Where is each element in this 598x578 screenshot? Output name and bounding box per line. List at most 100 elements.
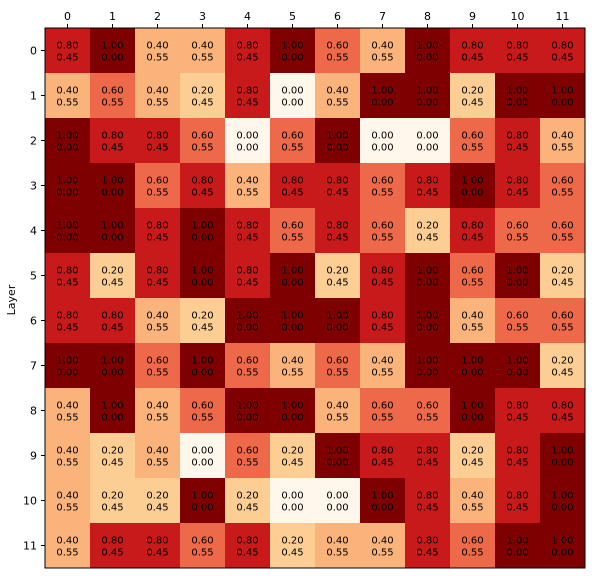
- heatmap-cell: [225, 523, 271, 569]
- cell-value-label: 1.00 0.00: [371, 86, 393, 109]
- cell-value-label: 0.60 0.55: [146, 176, 168, 199]
- cell-value-label: 1.00 0.00: [551, 536, 573, 559]
- x-axis-ticks: 0 1 2 3 4 5 6 7 8 9 10 11: [64, 10, 570, 28]
- heatmap-cell: [180, 298, 226, 344]
- cell-value-label: 0.20 0.45: [236, 491, 258, 514]
- cell-value-label: 0.60 0.55: [191, 131, 213, 154]
- y-tick-label: 2: [30, 135, 37, 148]
- cell-value-label: 0.80 0.45: [506, 131, 528, 154]
- heatmap-cell: [540, 388, 586, 434]
- cell-value-label: 0.80 0.45: [191, 176, 213, 199]
- cell-value-label: 0.40 0.55: [326, 401, 348, 424]
- heatmap-cell: [225, 253, 271, 299]
- cell-value-label: 0.20 0.45: [326, 266, 348, 289]
- cell-value-label: 0.80 0.45: [56, 311, 78, 334]
- heatmap-cell: [450, 523, 496, 569]
- heatmap-cell: [45, 388, 91, 434]
- heatmap-cell: [315, 433, 361, 479]
- heatmap-cell: [270, 298, 316, 344]
- heatmap-cell: [315, 28, 361, 74]
- heatmap-cell: [270, 433, 316, 479]
- heatmap-cell: [450, 343, 496, 389]
- cell-value-label: 0.80 0.45: [56, 41, 78, 64]
- cell-value-label: 0.60 0.55: [326, 356, 348, 379]
- heatmap-cell: [450, 208, 496, 254]
- cell-value-label: 1.00 0.00: [101, 176, 123, 199]
- y-axis-label: Layer: [5, 284, 18, 315]
- heatmap-cell: [405, 28, 451, 74]
- heatmap-cell: [180, 388, 226, 434]
- heatmap-cell: [270, 253, 316, 299]
- cell-value-label: 1.00 0.00: [371, 491, 393, 514]
- cell-value-label: 0.60 0.55: [506, 311, 528, 334]
- heatmap-cell: [180, 163, 226, 209]
- x-tick-label: 9: [469, 10, 476, 23]
- heatmap-cell: [540, 433, 586, 479]
- heatmap-cell: [540, 478, 586, 524]
- heatmap-cell: [90, 478, 136, 524]
- heatmap-cell: [450, 298, 496, 344]
- heatmap-cell: [45, 523, 91, 569]
- heatmap-cell: [450, 253, 496, 299]
- cell-value-label: 1.00 0.00: [326, 311, 348, 334]
- cell-value-label: 0.60 0.55: [416, 401, 438, 424]
- cell-value-label: 0.20 0.45: [146, 491, 168, 514]
- cell-value-label: 0.80 0.45: [101, 536, 123, 559]
- cell-value-label: 0.60 0.55: [371, 221, 393, 244]
- cell-value-label: 0.80 0.45: [371, 266, 393, 289]
- cell-value-label: 1.00 0.00: [506, 86, 528, 109]
- heatmap-cell: [450, 118, 496, 164]
- heatmap-cell: [360, 478, 406, 524]
- cell-value-label: 0.40 0.55: [56, 491, 78, 514]
- heatmap-cell: [270, 343, 316, 389]
- cell-value-label: 0.80 0.45: [326, 221, 348, 244]
- heatmap-cell: [45, 28, 91, 74]
- heatmap-cell: [135, 343, 181, 389]
- heatmap-cell: [360, 163, 406, 209]
- heatmap-cell: [450, 478, 496, 524]
- cell-value-label: 1.00 0.00: [506, 356, 528, 379]
- cell-value-label: 1.00 0.00: [416, 86, 438, 109]
- cell-value-label: 0.80 0.45: [371, 311, 393, 334]
- heatmap-cell: [495, 163, 541, 209]
- cell-value-label: 1.00 0.00: [191, 356, 213, 379]
- heatmap-cell: [135, 298, 181, 344]
- cell-value-label: 0.60 0.55: [506, 221, 528, 244]
- heatmap-cell: [495, 253, 541, 299]
- cell-value-label: 1.00 0.00: [461, 401, 483, 424]
- heatmap-cell: [225, 28, 271, 74]
- heatmap-cell: [45, 478, 91, 524]
- cell-value-label: 0.40 0.55: [461, 491, 483, 514]
- cell-value-label: 0.40 0.55: [551, 131, 573, 154]
- cell-value-label: 0.80 0.45: [416, 536, 438, 559]
- cell-value-label: 0.40 0.55: [146, 86, 168, 109]
- cell-value-label: 0.40 0.55: [56, 86, 78, 109]
- heatmap-cell: [90, 298, 136, 344]
- y-tick-label: 6: [30, 315, 37, 328]
- cell-value-label: 0.20 0.45: [416, 221, 438, 244]
- heatmap-cell: [405, 298, 451, 344]
- heatmap-cell: [90, 118, 136, 164]
- heatmap-cell: [315, 253, 361, 299]
- heatmap-cell: [180, 208, 226, 254]
- heatmap-cell: [225, 163, 271, 209]
- heatmap-cell: [45, 73, 91, 119]
- heatmap-cell: [90, 28, 136, 74]
- cell-value-label: 0.40 0.55: [371, 356, 393, 379]
- cell-value-label: 0.60 0.55: [236, 356, 258, 379]
- heatmap-cell: [90, 208, 136, 254]
- cell-value-label: 1.00 0.00: [416, 41, 438, 64]
- heatmap-cell: [495, 343, 541, 389]
- cell-value-label: 1.00 0.00: [281, 311, 303, 334]
- cell-value-label: 0.80 0.45: [506, 401, 528, 424]
- heatmap-cell: [540, 343, 586, 389]
- heatmap-cell: [450, 388, 496, 434]
- heatmap-cell: [315, 343, 361, 389]
- heatmap-cell: [360, 298, 406, 344]
- heatmap-cell: [225, 433, 271, 479]
- heatmap-cell: [450, 433, 496, 479]
- heatmap-cell: [540, 298, 586, 344]
- cell-value-label: 0.00 0.00: [236, 131, 258, 154]
- cell-value-label: 1.00 0.00: [56, 131, 78, 154]
- heatmap-cell: [360, 253, 406, 299]
